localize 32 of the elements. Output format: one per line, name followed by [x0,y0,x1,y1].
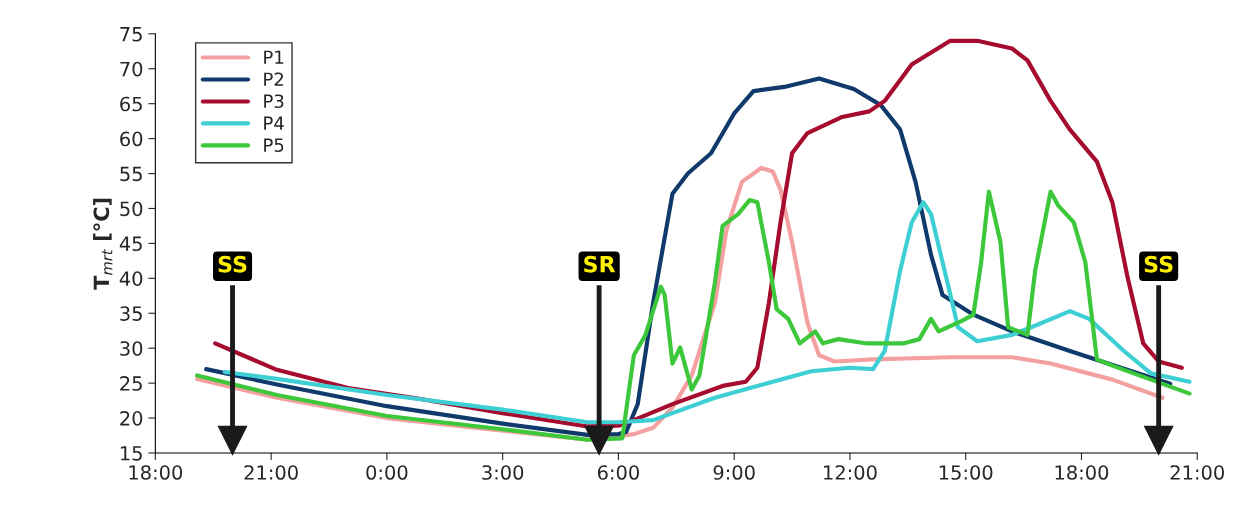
x-tick-label: 3:00 [482,465,524,480]
y-tick-label: 55 [120,166,142,182]
x-tick-label: 9:00 [713,465,755,480]
y-tick-label: 15 [120,446,142,461]
y-tick-label: 25 [120,376,142,391]
x-tick-label: 18:00 [1055,465,1109,480]
x-tick-label: 21:00 [244,465,298,480]
x-tick-label: 0:00 [366,465,408,480]
ref-line-label: SR [584,255,616,273]
ref-line-label: SS [1144,255,1173,273]
y-tick-label: 70 [120,61,143,77]
x-tick-label: 15:00 [939,465,993,480]
y-tick-label: 20 [120,411,143,426]
legend-label: P1 [264,50,284,64]
x-tick-label: 18:00 [129,465,183,480]
y-axis-title: T$_{mrt}$ [°C] [93,198,113,290]
x-tick-label: 12:00 [824,465,877,480]
legend-label: P3 [264,94,284,109]
legend-label: P4 [264,116,284,130]
y-tick-label: 75 [120,27,142,42]
x-tick-label: 21:00 [1170,465,1224,480]
y-tick-label: 60 [120,131,143,147]
y-tick-label: 65 [120,96,142,112]
ref-line-label: SS [218,255,247,273]
y-tick-label: 45 [119,236,142,252]
y-tick-label: 50 [120,201,143,217]
y-tick-label: 35 [120,306,142,321]
legend-label: P5 [264,138,284,153]
y-tick-label: 30 [120,341,143,356]
y-tick-label: 40 [119,271,143,286]
legend-label: P2 [264,72,284,86]
x-tick-label: 6:00 [597,465,639,480]
